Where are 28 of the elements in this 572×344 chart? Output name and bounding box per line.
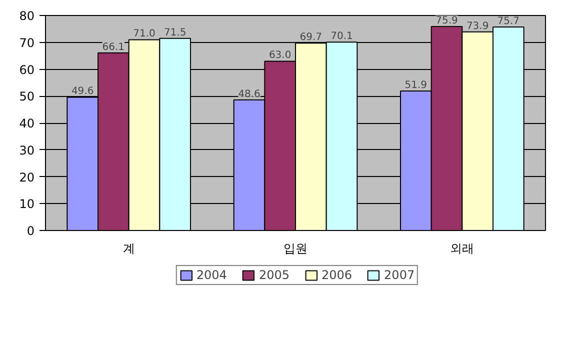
- legend-label: 2007: [384, 268, 415, 282]
- text: 73.9: [466, 20, 489, 32]
- legend-label: 2005: [258, 268, 290, 282]
- text: 70.1: [330, 31, 353, 42]
- legend-label: 2006: [322, 268, 352, 282]
- y-tick-label: 80: [19, 9, 35, 23]
- y-tick-label: 20: [19, 170, 35, 184]
- y-tick-label: 10: [19, 197, 35, 212]
- text: 71.5: [164, 27, 186, 38]
- text: 71.0: [133, 28, 156, 40]
- text: 51.9: [404, 80, 428, 92]
- y-tick-label: 0: [26, 224, 35, 238]
- text: 63.0: [268, 50, 292, 62]
- y-tick-label: 30: [19, 143, 35, 158]
- text: 69.7: [300, 32, 322, 44]
- x-tick-label: 외래: [450, 242, 474, 256]
- text: 49.6: [71, 86, 94, 98]
- text: 66.1: [102, 42, 125, 53]
- text: 48.6: [238, 88, 260, 100]
- x-tick-label: 입원: [284, 242, 308, 256]
- legend-label: 2004: [196, 268, 227, 282]
- y-tick-label: 70: [19, 36, 35, 50]
- text: 75.7: [497, 16, 520, 28]
- y-tick-label: 60: [19, 62, 35, 77]
- y-tick-label: 50: [19, 90, 35, 104]
- x-tick-label: 계: [122, 242, 135, 256]
- text: 75.9: [436, 16, 458, 27]
- y-tick-label: 40: [19, 116, 35, 130]
